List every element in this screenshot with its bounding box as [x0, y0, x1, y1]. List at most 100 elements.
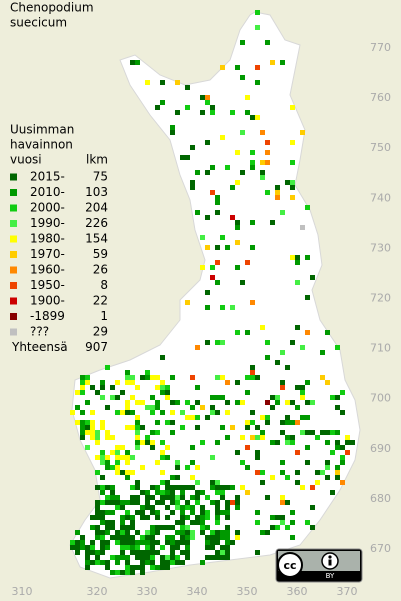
- square: [135, 415, 140, 420]
- square: [110, 385, 115, 390]
- square: [205, 545, 210, 550]
- square: [100, 545, 105, 550]
- square: [170, 420, 175, 425]
- square: [225, 505, 230, 510]
- square: [240, 485, 245, 490]
- square: [125, 375, 130, 380]
- square: [230, 185, 235, 190]
- legend-count: 22: [93, 294, 108, 308]
- square: [125, 400, 130, 405]
- square: [135, 555, 140, 560]
- square: [90, 550, 95, 555]
- square: [305, 330, 310, 335]
- legend-count: 1: [100, 309, 108, 323]
- square: [155, 430, 160, 435]
- legend-count: 26: [93, 263, 108, 277]
- legend-count: 29: [93, 325, 108, 339]
- square: [200, 440, 205, 445]
- square: [290, 105, 295, 110]
- square: [145, 405, 150, 410]
- legend-label: 1990-: [30, 216, 65, 230]
- square: [225, 485, 230, 490]
- square: [75, 530, 80, 535]
- square: [135, 565, 140, 570]
- square: [90, 545, 95, 550]
- square: [145, 535, 150, 540]
- square: [145, 545, 150, 550]
- square: [180, 550, 185, 555]
- square: [170, 510, 175, 515]
- square: [200, 505, 205, 510]
- square: [150, 485, 155, 490]
- square: [130, 525, 135, 530]
- square: [330, 430, 335, 435]
- square: [325, 475, 330, 480]
- square: [275, 190, 280, 195]
- square: [285, 475, 290, 480]
- square: [130, 515, 135, 520]
- square: [170, 560, 175, 565]
- square: [215, 535, 220, 540]
- grid-label-y: 750: [370, 141, 391, 154]
- square: [280, 380, 285, 385]
- square: [250, 300, 255, 305]
- square: [80, 545, 85, 550]
- square: [140, 490, 145, 495]
- square: [100, 455, 105, 460]
- square: [215, 375, 220, 380]
- square: [230, 500, 235, 505]
- square: [245, 260, 250, 265]
- square: [75, 420, 80, 425]
- square: [225, 535, 230, 540]
- square: [125, 545, 130, 550]
- square: [180, 410, 185, 415]
- square: [155, 500, 160, 505]
- square: [155, 105, 160, 110]
- square: [250, 115, 255, 120]
- square: [280, 210, 285, 215]
- square: [210, 105, 215, 110]
- square: [270, 220, 275, 225]
- square: [220, 535, 225, 540]
- square: [265, 400, 270, 405]
- square: [210, 405, 215, 410]
- square: [155, 485, 160, 490]
- square: [175, 110, 180, 115]
- square: [225, 400, 230, 405]
- square: [165, 480, 170, 485]
- square: [150, 550, 155, 555]
- square: [280, 420, 285, 425]
- square: [225, 435, 230, 440]
- grid-label-x: 350: [237, 585, 258, 598]
- grid-label-y: 740: [370, 191, 391, 204]
- square: [115, 445, 120, 450]
- square: [295, 260, 300, 265]
- square: [300, 430, 305, 435]
- square: [70, 545, 75, 550]
- square: [255, 450, 260, 455]
- square: [280, 350, 285, 355]
- square: [80, 385, 85, 390]
- square: [120, 535, 125, 540]
- square: [120, 410, 125, 415]
- square: [180, 540, 185, 545]
- square: [130, 395, 135, 400]
- square: [225, 525, 230, 530]
- square: [110, 510, 115, 515]
- square: [195, 490, 200, 495]
- legend-count: 59: [93, 247, 108, 261]
- square: [75, 390, 80, 395]
- square: [195, 210, 200, 215]
- square: [300, 385, 305, 390]
- square: [345, 450, 350, 455]
- square: [145, 490, 150, 495]
- square: [180, 530, 185, 535]
- square: [230, 485, 235, 490]
- square: [250, 245, 255, 250]
- square: [135, 500, 140, 505]
- square: [140, 440, 145, 445]
- square: [195, 515, 200, 520]
- square: [220, 235, 225, 240]
- square: [105, 455, 110, 460]
- square: [240, 75, 245, 80]
